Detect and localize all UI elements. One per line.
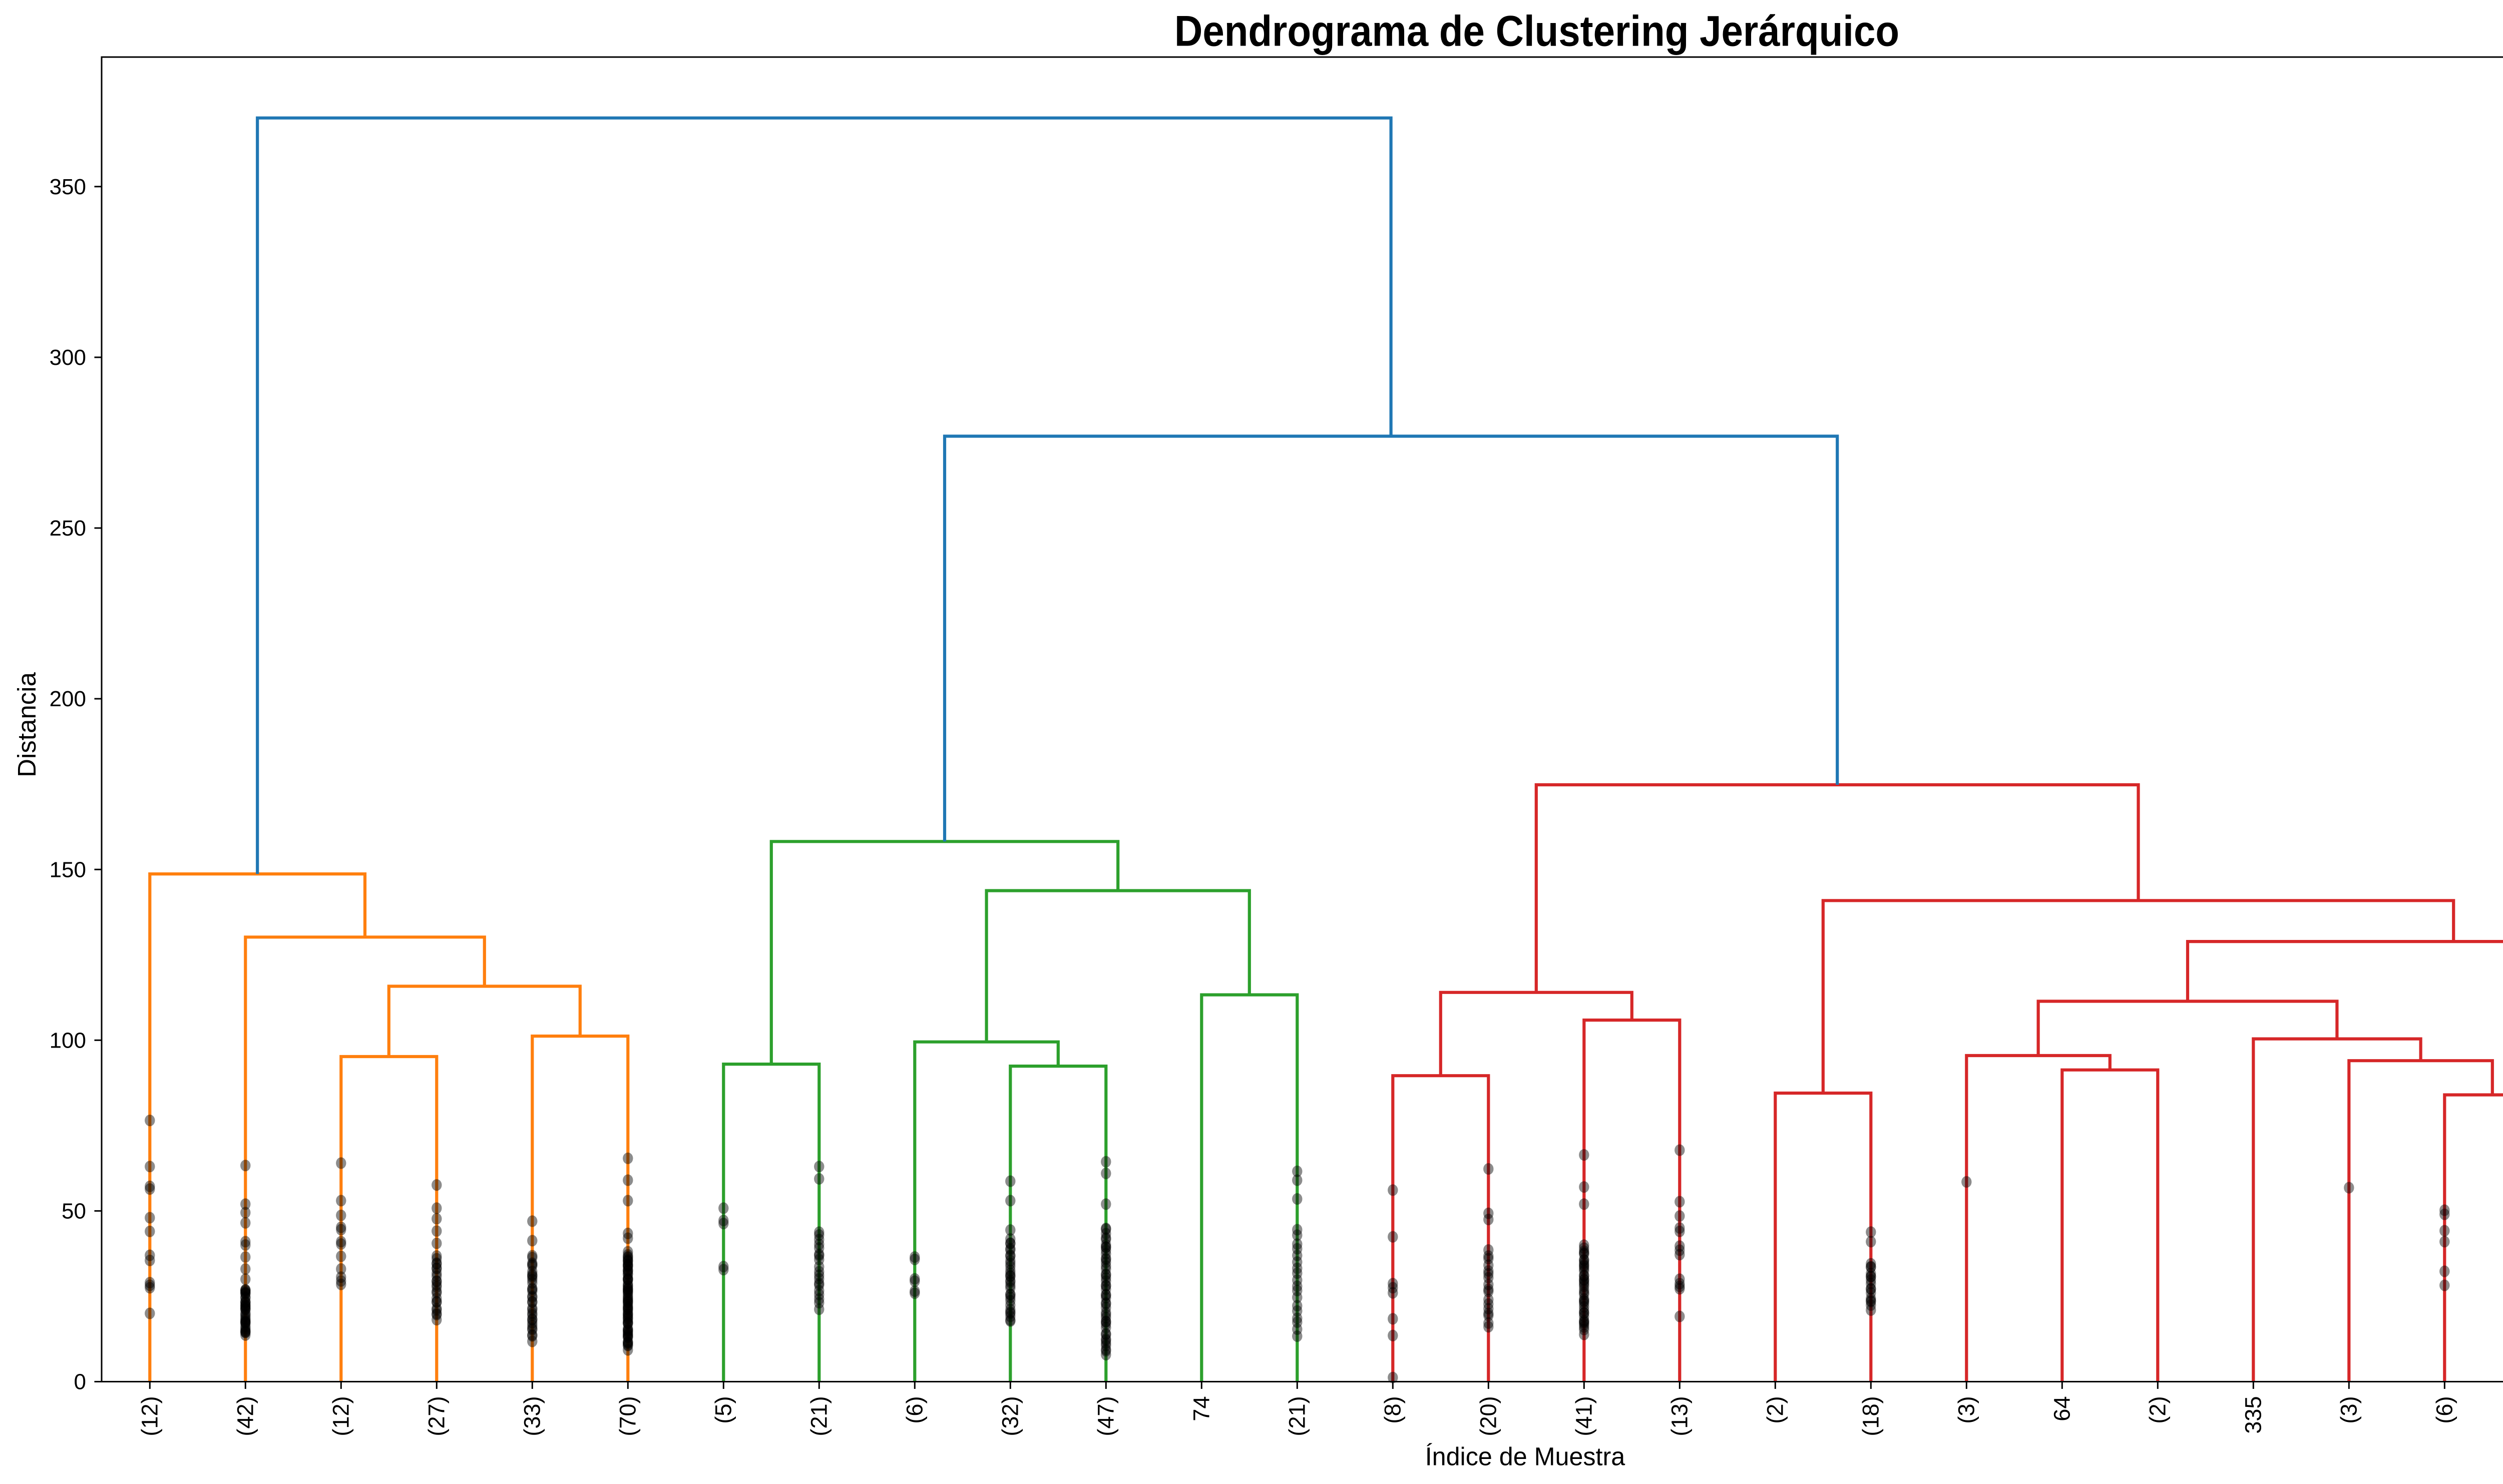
svg-text:(42): (42) bbox=[232, 1396, 258, 1436]
svg-text:(2): (2) bbox=[2145, 1396, 2170, 1424]
svg-text:(8): (8) bbox=[1380, 1396, 1405, 1424]
svg-text:(12): (12) bbox=[137, 1396, 162, 1436]
svg-text:Índice de Muestra: Índice de Muestra bbox=[1425, 1442, 1625, 1470]
svg-text:50: 50 bbox=[62, 1199, 86, 1224]
svg-text:0: 0 bbox=[74, 1370, 86, 1394]
svg-text:64: 64 bbox=[2049, 1396, 2074, 1421]
svg-text:Dendrograma de Clustering Jerá: Dendrograma de Clustering Jerárquico bbox=[1174, 8, 1899, 56]
svg-text:(6): (6) bbox=[2431, 1396, 2457, 1424]
svg-text:300: 300 bbox=[50, 345, 86, 370]
svg-text:74: 74 bbox=[1188, 1396, 1214, 1421]
svg-text:(5): (5) bbox=[710, 1396, 736, 1424]
svg-text:(70): (70) bbox=[615, 1396, 640, 1436]
svg-text:(21): (21) bbox=[806, 1396, 831, 1436]
svg-text:(12): (12) bbox=[328, 1396, 353, 1436]
svg-text:(3): (3) bbox=[1953, 1396, 1979, 1424]
svg-text:Distancia: Distancia bbox=[13, 672, 41, 777]
svg-text:200: 200 bbox=[50, 687, 86, 711]
svg-text:(41): (41) bbox=[1571, 1396, 1596, 1436]
svg-text:100: 100 bbox=[50, 1028, 86, 1053]
svg-text:350: 350 bbox=[50, 175, 86, 199]
svg-text:(3): (3) bbox=[2336, 1396, 2361, 1424]
svg-text:(6): (6) bbox=[902, 1396, 927, 1424]
svg-text:(2): (2) bbox=[1762, 1396, 1788, 1424]
svg-text:(21): (21) bbox=[1284, 1396, 1310, 1436]
svg-text:335: 335 bbox=[2240, 1396, 2266, 1434]
svg-text:(47): (47) bbox=[1093, 1396, 1118, 1436]
svg-text:250: 250 bbox=[50, 516, 86, 541]
svg-text:(13): (13) bbox=[1666, 1396, 1692, 1436]
svg-text:(32): (32) bbox=[997, 1396, 1023, 1436]
svg-text:(27): (27) bbox=[424, 1396, 449, 1436]
svg-text:(20): (20) bbox=[1475, 1396, 1501, 1436]
svg-text:(18): (18) bbox=[1858, 1396, 1883, 1436]
svg-text:(33): (33) bbox=[519, 1396, 545, 1436]
svg-text:150: 150 bbox=[50, 857, 86, 882]
